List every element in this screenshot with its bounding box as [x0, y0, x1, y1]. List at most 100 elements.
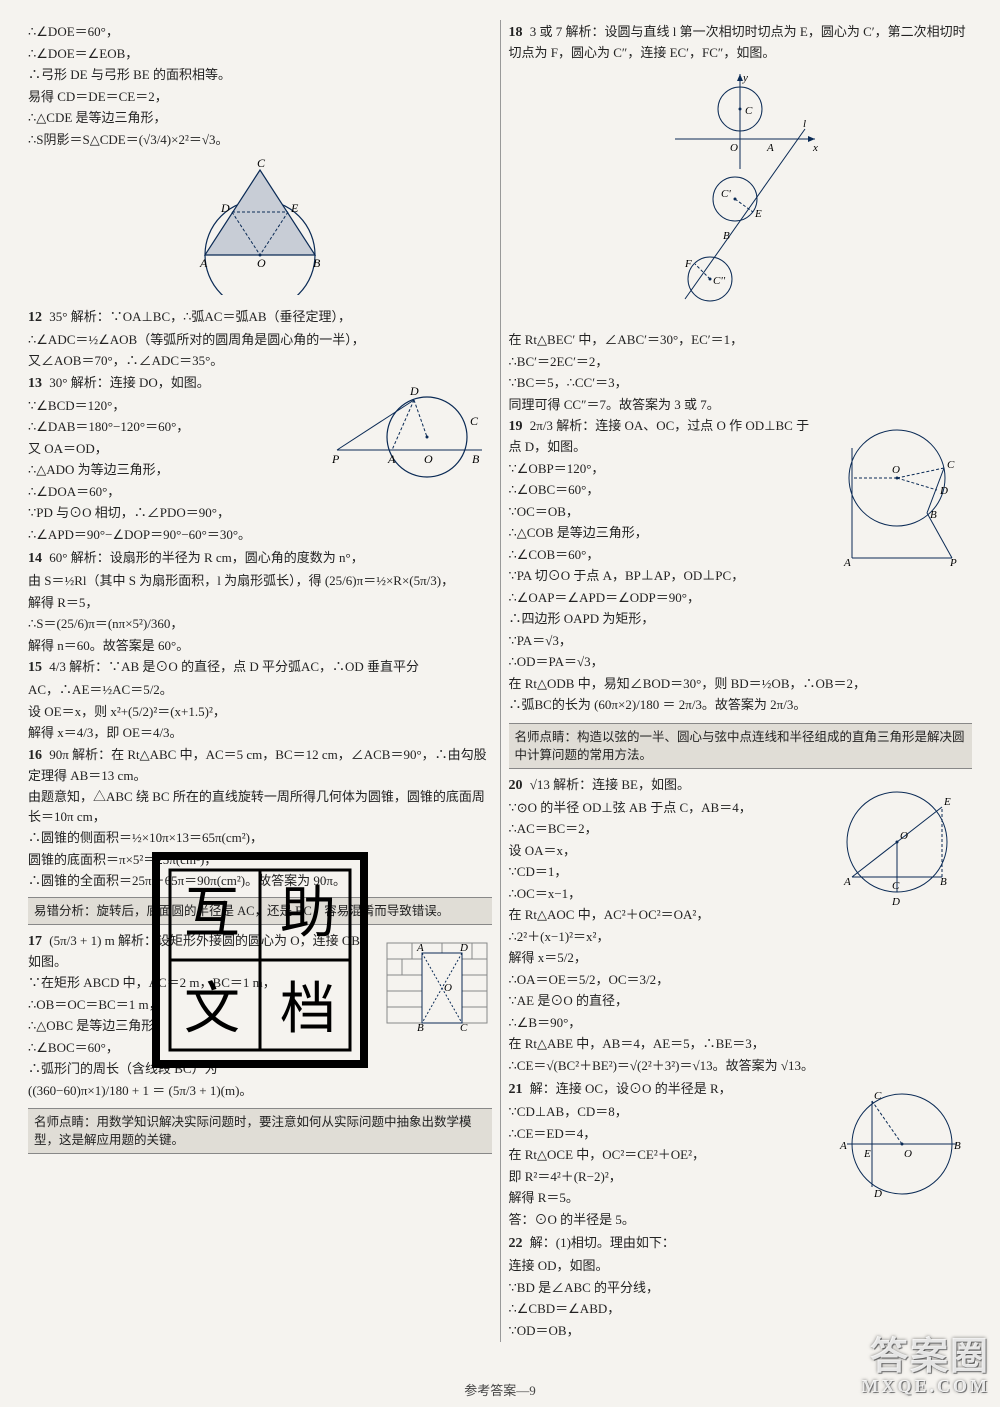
- p14-head: 14 60° 解析：设扇形的半径为 R cm，圆心角的度数为 n°，: [28, 548, 492, 569]
- svg-text:C: C: [460, 1022, 468, 1033]
- p21-num: 21: [509, 1082, 523, 1097]
- p21-l0: 解：连接 OC，设⊙O 的半径是 R，: [530, 1081, 732, 1096]
- p11-line: ∴∠DOE＝60°，: [28, 22, 492, 42]
- p19-l7: ∴∠OAP＝∠APD＝∠ODP＝90°，: [509, 588, 973, 608]
- p17-ans: (5π/3 + 1) m: [49, 933, 115, 948]
- svg-text:O: O: [900, 830, 908, 842]
- p18-l3: ∵BC＝5，∴CC′＝3，: [509, 373, 973, 393]
- svg-text:B: B: [940, 876, 947, 888]
- p16-ans: 90π: [49, 747, 69, 762]
- p22-l1: 连接 OD，如图。: [509, 1256, 973, 1276]
- svg-text:D: D: [873, 1188, 882, 1200]
- p22-l4: ∵OD＝OB，: [509, 1321, 973, 1341]
- p15-ans: 4/3: [49, 659, 66, 674]
- figure-17: A D B C O: [382, 933, 492, 1039]
- svg-text:F: F: [684, 258, 692, 270]
- p19-note: 名师点睛：构造以弦的一半、圆心与弦中点连线和半径组成的直角三角形是解决圆中计算问…: [509, 723, 973, 769]
- svg-text:A: A: [766, 142, 774, 154]
- svg-text:D: D: [409, 384, 419, 398]
- p20-l13: ∴CE＝√(BC²＋BE²)＝√(2²＋3²)＝√13。故答案为 √13。: [509, 1056, 973, 1076]
- p14-l3: ∴S＝(25/6)π＝(nπ×5²)/360，: [28, 614, 492, 634]
- p16-l0: 解析：在 Rt△ABC 中，AC＝5 cm，BC＝12 cm，∠ACB＝90°，…: [28, 747, 487, 783]
- p18-l4: 同理可得 CC″＝7。故答案为 3 或 7。: [509, 395, 973, 415]
- p14-l4: 解得 n＝60。故答案是 60°。: [28, 636, 492, 656]
- p17-num: 17: [28, 934, 42, 949]
- svg-text:B: B: [472, 452, 480, 466]
- p16-head: 16 90π 解析：在 Rt△ABC 中，AC＝5 cm，BC＝12 cm，∠A…: [28, 745, 492, 786]
- svg-text:E: E: [863, 1148, 871, 1160]
- p22-head: 22 解：(1)相切。理由如下：: [509, 1233, 973, 1254]
- svg-text:P: P: [331, 452, 340, 466]
- p16-l2: ∴圆锥的侧面积＝½×10π×13＝65π(cm²)，: [28, 828, 492, 848]
- figure-20: A B C D O E: [822, 777, 972, 923]
- svg-text:x: x: [812, 142, 818, 154]
- p16-num: 16: [28, 748, 42, 763]
- svg-text:B: B: [930, 509, 937, 521]
- p12-l1: ∴∠ADC＝½∠AOB（等弧所对的圆周角是圆心角的一半），: [28, 330, 492, 350]
- figure-13: P A O B C D: [322, 375, 492, 491]
- svg-text:O: O: [444, 982, 452, 994]
- page-root: ∴∠DOE＝60°， ∴∠DOE＝∠EOB， ∴弓形 DE 与弓形 BE 的面积…: [0, 0, 1000, 1407]
- p15-head: 15 4/3 解析：∵AB 是⊙O 的直径，点 D 平分弧AC，∴OD 垂直平分: [28, 657, 492, 678]
- p19-l11: 在 Rt△ODB 中，易知∠BOD＝30°，则 BD＝½OB，∴OB＝2，: [509, 674, 973, 694]
- svg-text:B: B: [313, 256, 321, 270]
- svg-text:C': C': [721, 188, 731, 200]
- p18-head: 18 3 或 7 解析：设圆与直线 l 第一次相切时切点为 E，圆心为 C′，第…: [509, 22, 973, 63]
- p18-l0: 解析：设圆与直线 l 第一次相切时切点为 E，圆心为 C′，第二次相切时切点为 …: [509, 24, 966, 60]
- p22-l3: ∴∠CBD＝∠ABD，: [509, 1299, 973, 1319]
- p16-l3: 圆锥的底面积＝π×5²＝25π(cm²)，: [28, 850, 492, 870]
- p14-ans: 60°: [49, 550, 67, 565]
- svg-text:C: C: [470, 414, 479, 428]
- p20-l9: ∴OA＝OE＝5/2，OC＝3/2，: [509, 970, 973, 990]
- p15-l2: 设 OE＝x，则 x²+(5/2)²＝(x+1.5)²，: [28, 702, 492, 722]
- svg-text:C: C: [874, 1090, 882, 1102]
- svg-text:l: l: [803, 118, 806, 130]
- p11-line: ∴△CDE 是等边三角形，: [28, 108, 492, 128]
- svg-text:A: A: [387, 452, 396, 466]
- p20-l8: 解得 x＝5/2，: [509, 948, 973, 968]
- p22-l0: 解：(1)相切。理由如下：: [530, 1235, 675, 1250]
- svg-text:A: A: [843, 557, 851, 568]
- p18-l2: ∴BC′＝2EC′＝2，: [509, 352, 973, 372]
- p20-l11: ∴∠B＝90°，: [509, 1013, 973, 1033]
- svg-text:E: E: [754, 208, 762, 220]
- p18-l1: 在 Rt△BEC′ 中，∠ABC′＝30°，EC′＝1，: [509, 330, 973, 350]
- p17-note: 名师点睛：用数学知识解决实际问题时，要注意如何从实际问题中抽象出数学模型，这是解…: [28, 1108, 492, 1154]
- svg-text:E: E: [290, 201, 299, 215]
- p19-l10: ∴OD＝PA＝√3，: [509, 652, 973, 672]
- p13-l7: ∴∠APD＝90°−∠DOP＝90°−60°＝30°。: [28, 525, 492, 545]
- p20-l0: 解析：连接 BE，如图。: [553, 777, 690, 792]
- p11-line: 易得 CD＝DE＝CE＝2，: [28, 87, 492, 107]
- figure-19: O A P B C D: [822, 418, 972, 574]
- figure-21: A B C D E O: [822, 1079, 972, 1215]
- svg-text:A: A: [839, 1140, 847, 1152]
- figure-18: y x O A C l C' E B F C'': [509, 69, 973, 325]
- p19-l0: 解析：连接 OA、OC，过点 O 作 OD⊥BC 于点 D，如图。: [509, 418, 810, 454]
- right-column: 18 3 或 7 解析：设圆与直线 l 第一次相切时切点为 E，圆心为 C′，第…: [501, 20, 981, 1342]
- svg-text:B: B: [954, 1140, 961, 1152]
- p20-num: 20: [509, 778, 523, 793]
- p19-l9: ∵PA＝√3，: [509, 631, 973, 651]
- p14-num: 14: [28, 551, 42, 566]
- p16-note: 易错分析：旋转后，底面圆的半径是 AC，还是 BC，容易混淆而导致错误。: [28, 897, 492, 925]
- p15-l0: 解析：∵AB 是⊙O 的直径，点 D 平分弧AC，∴OD 垂直平分: [69, 659, 419, 674]
- p12-ans: 35°: [49, 309, 67, 324]
- svg-text:A: A: [843, 876, 851, 888]
- p15-l3: 解得 x＝4/3，即 OE＝4/3。: [28, 723, 492, 743]
- p19-l12: ∴弧BC的长为 (60π×2)/180 ＝ 2π/3。故答案为 2π/3。: [509, 695, 973, 715]
- p20-l7: ∴2²＋(x−1)²＝x²，: [509, 927, 973, 947]
- p13-l6: ∵PD 与⊙O 相切，∴∠PDO＝90°，: [28, 503, 492, 523]
- p12-head: 12 35° 解析：∵OA⊥BC，∴弧AC＝弧AB（垂径定理），: [28, 307, 492, 328]
- p12-l0: 解析：∵OA⊥BC，∴弧AC＝弧AB（垂径定理），: [71, 309, 351, 324]
- svg-text:C: C: [892, 880, 900, 892]
- p13-l0: 解析：连接 DO，如图。: [71, 375, 210, 390]
- p15-l1: AC，∴AE＝½AC＝5/2。: [28, 680, 492, 700]
- p22-num: 22: [509, 1236, 523, 1251]
- svg-text:E: E: [943, 796, 951, 808]
- svg-text:C'': C'': [713, 275, 726, 287]
- svg-text:O: O: [257, 256, 266, 270]
- svg-text:C: C: [257, 156, 266, 170]
- p13-ans: 30°: [49, 375, 67, 390]
- two-column-layout: ∴∠DOE＝60°， ∴∠DOE＝∠EOB， ∴弓形 DE 与弓形 BE 的面积…: [20, 20, 980, 1342]
- svg-text:D: D: [891, 896, 900, 908]
